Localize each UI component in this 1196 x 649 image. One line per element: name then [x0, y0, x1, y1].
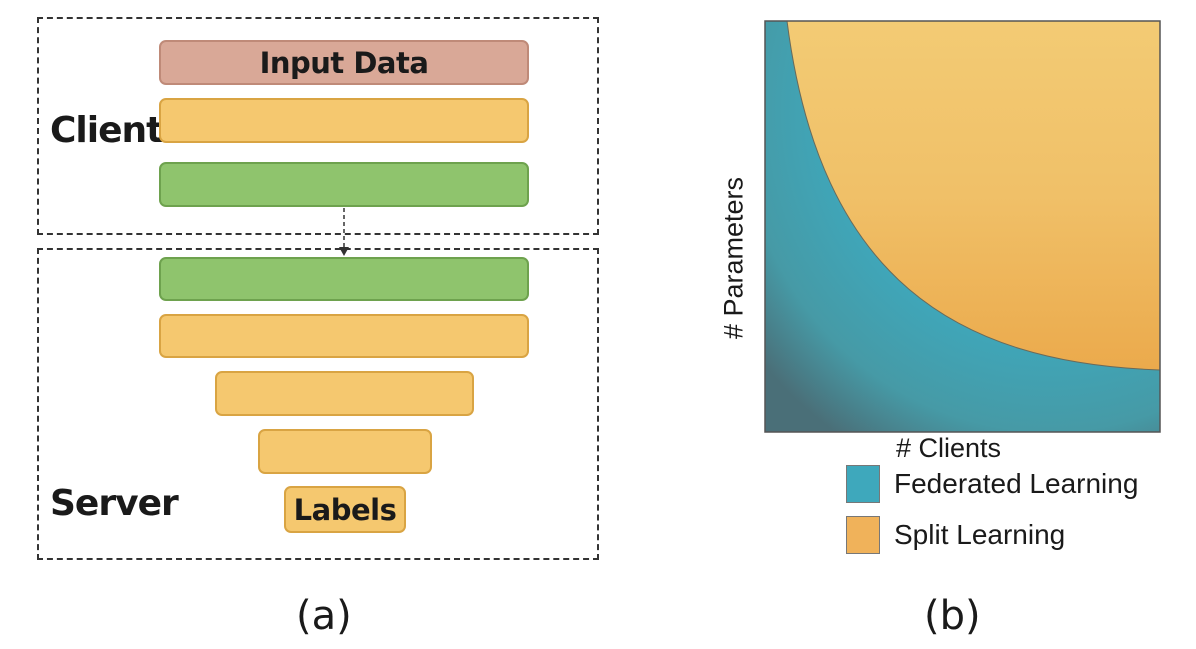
caption-a: (a) [296, 593, 352, 639]
caption-b: (b) [924, 593, 981, 639]
server-cut-layer [159, 257, 529, 301]
server-layer-2 [159, 314, 529, 358]
y-axis-label: # Parameters [718, 176, 749, 340]
server-label: Server [50, 483, 179, 524]
server-layer-3 [215, 371, 474, 416]
legend-label-split: Split Learning [894, 519, 1066, 550]
legend-swatch-split [846, 516, 880, 554]
client-cut-layer [159, 162, 529, 207]
client-label: Client [50, 110, 163, 151]
x-axis-label: # Clients [896, 433, 1002, 463]
server-region [37, 248, 599, 560]
plot-frame [764, 20, 1161, 433]
split-region [786, 20, 1161, 371]
labels-layer: Labels [284, 486, 406, 533]
input-data-layer: Input Data [159, 40, 529, 85]
server-layer-4 [258, 429, 432, 474]
legend-federated: Federated Learning [846, 465, 1138, 503]
legend-swatch-federated [846, 465, 880, 503]
legend-label-federated: Federated Learning [894, 468, 1139, 499]
client-layer-2 [159, 98, 529, 143]
client-region [37, 17, 599, 235]
tradeoff-plot [764, 20, 1161, 433]
legend-split: Split Learning [846, 516, 1065, 554]
